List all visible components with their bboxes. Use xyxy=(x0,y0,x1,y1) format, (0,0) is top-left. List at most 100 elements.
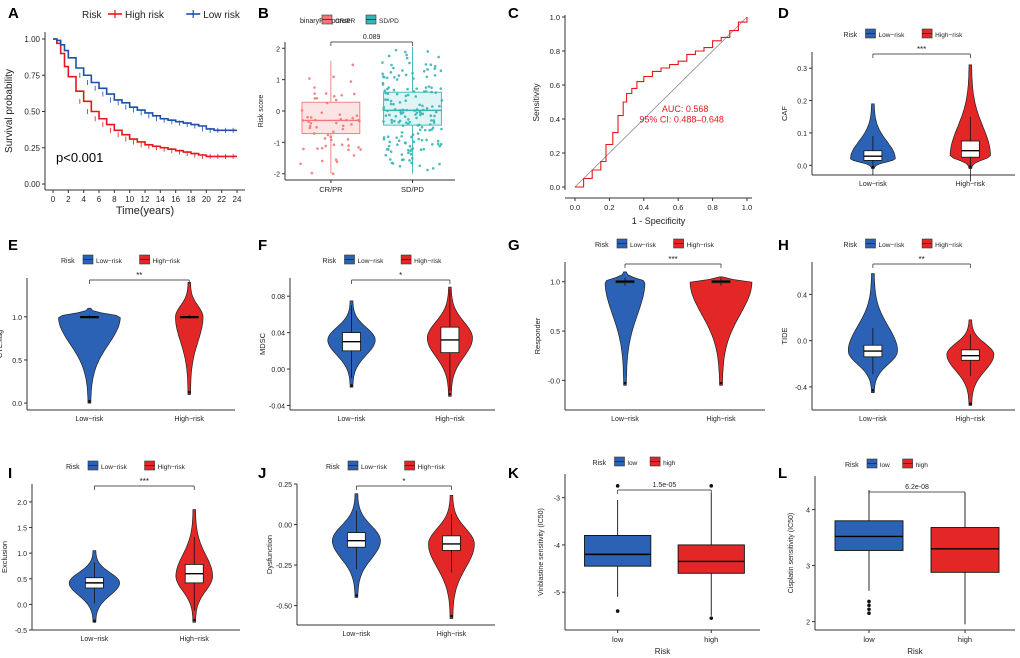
jitter-point xyxy=(414,113,417,116)
jitter-point xyxy=(386,92,390,96)
jitter-point xyxy=(308,77,311,80)
x-tick-label: Low−risk xyxy=(342,631,370,638)
box-body xyxy=(834,520,904,551)
y-tick-label: 1.5 xyxy=(17,526,27,533)
jitter-point xyxy=(313,92,316,95)
y-tick-label: 0.6 xyxy=(550,81,560,90)
jitter-point xyxy=(310,171,314,175)
jitter-point xyxy=(383,89,387,92)
km-curve-low xyxy=(53,38,237,132)
x-tick-label: 4 xyxy=(81,195,86,204)
jitter-point xyxy=(401,69,404,72)
y-tick-label: 0.8 xyxy=(550,47,560,56)
y-tick-label: 2 xyxy=(806,620,810,627)
jitter-point xyxy=(389,150,393,153)
jitter-point xyxy=(417,137,421,141)
jitter-point xyxy=(334,98,338,102)
jitter-point xyxy=(393,76,396,79)
jitter-point xyxy=(389,71,393,74)
jitter-point xyxy=(433,67,437,70)
y-tick-label: 0.0 xyxy=(797,163,807,170)
jitter-point xyxy=(386,135,390,138)
legend-title: Risk xyxy=(326,464,340,471)
y-tick-label: -0.0 xyxy=(548,378,560,385)
box-body xyxy=(347,532,366,548)
x-tick-label: Low−risk xyxy=(80,636,108,643)
y-tick-label: 1 xyxy=(276,78,280,85)
panel-letter: H xyxy=(778,237,789,254)
jitter-point xyxy=(430,90,433,94)
jitter-point xyxy=(430,105,434,108)
significance-label: * xyxy=(399,271,402,280)
x-tick-label: High−risk xyxy=(175,416,205,423)
jitter-point xyxy=(430,119,433,122)
y-tick-label: 0.0 xyxy=(17,602,27,609)
x-tick-label: 12 xyxy=(141,195,150,204)
y-axis-label: Risk score xyxy=(258,95,265,128)
outlier-point xyxy=(450,614,453,618)
y-axis-label: Cisplatin sensitivity (IC50) xyxy=(788,513,795,594)
legend-title: Risk xyxy=(82,10,102,21)
jitter-point xyxy=(424,90,428,93)
box-body xyxy=(930,527,1000,573)
legend-label: high xyxy=(663,460,676,467)
jitter-point xyxy=(341,124,345,128)
jitter-point xyxy=(437,55,440,59)
panel-letter: A xyxy=(8,5,19,22)
y-tick-label: 0.00 xyxy=(278,523,292,530)
x-tick-label: 20 xyxy=(202,195,211,204)
jitter-point xyxy=(316,147,319,150)
jitter-point xyxy=(421,108,425,112)
jitter-point xyxy=(416,132,420,135)
jitter-point xyxy=(341,127,345,131)
jitter-point xyxy=(406,93,410,97)
y-tick-label: 0.0 xyxy=(550,183,560,192)
auc-label: AUC: 0.568 xyxy=(662,104,709,114)
legend-title: Risk xyxy=(593,460,607,467)
jitter-point xyxy=(422,147,426,151)
y-tick-label: -0.25 xyxy=(276,563,292,570)
outlier-point xyxy=(709,616,714,620)
jitter-point xyxy=(393,107,397,111)
y-tick-label: 0.0 xyxy=(12,401,22,408)
jitter-point xyxy=(408,61,411,65)
legend-label: Low−risk xyxy=(630,242,657,249)
x-tick-label: 10 xyxy=(125,195,134,204)
box-body xyxy=(584,535,652,567)
x-tick-label: 16 xyxy=(171,195,180,204)
jitter-point xyxy=(434,110,438,114)
jitter-point xyxy=(400,158,404,162)
outlier-point xyxy=(867,611,871,615)
jitter-point xyxy=(350,123,353,126)
jitter-point xyxy=(404,73,408,77)
violin-high xyxy=(949,64,991,169)
jitter-point xyxy=(345,118,348,122)
jitter-point xyxy=(440,99,444,102)
y-tick-label: 0.75 xyxy=(24,71,40,80)
legend-label: High−risk xyxy=(158,464,186,471)
x-tick-label: 6 xyxy=(97,195,102,204)
y-tick-label: 0.4 xyxy=(550,115,560,124)
jitter-point xyxy=(388,113,391,117)
jitter-point xyxy=(434,91,438,95)
panel-letter: G xyxy=(508,237,520,254)
jitter-point xyxy=(398,101,402,104)
y-tick-label: 2.0 xyxy=(17,500,27,507)
outlier-point xyxy=(719,381,723,385)
y-tick-label: 0.08 xyxy=(271,294,285,301)
jitter-point xyxy=(415,87,418,90)
legend-label: high xyxy=(916,462,929,469)
jitter-point xyxy=(384,153,388,157)
legend-title: Risk xyxy=(61,258,75,265)
x-tick-label: low xyxy=(612,635,624,644)
x-axis-label: Risk xyxy=(907,647,924,656)
jitter-point xyxy=(388,158,392,161)
x-tick-label: High−risk xyxy=(437,631,467,638)
y-tick-label: 0.5 xyxy=(17,577,27,584)
jitter-point xyxy=(420,138,424,142)
outlier-point xyxy=(88,399,91,403)
y-tick-label: 2 xyxy=(276,46,280,53)
outlier-point xyxy=(867,603,871,608)
jitter-point xyxy=(338,113,342,116)
jitter-point xyxy=(401,111,405,114)
